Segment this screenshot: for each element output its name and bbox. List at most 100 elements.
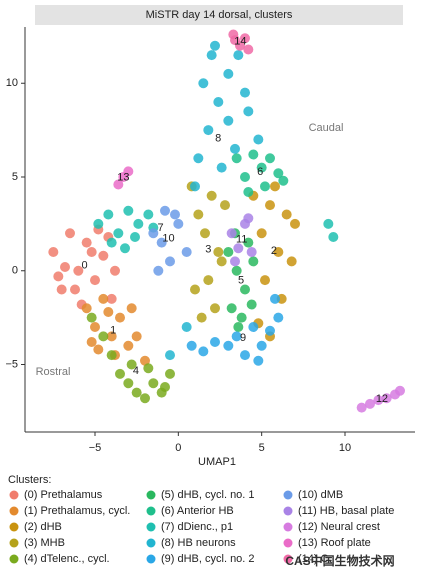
point [173,218,184,229]
point [265,153,275,164]
point [131,331,142,342]
point [260,275,270,286]
point [210,40,220,51]
point [233,50,244,61]
point [93,218,104,229]
point [228,29,239,40]
point [260,181,270,192]
point [365,398,375,409]
legend-label: (14) C [298,553,329,565]
point [123,340,134,351]
point [181,322,192,332]
cluster-label: 13 [117,172,129,184]
y-tick-label: 0 [12,265,18,277]
point [148,228,159,239]
point [243,213,254,224]
legend-swatch [283,490,293,500]
chart-title: MiSTR day 14 dorsal, clusters [146,9,293,21]
cluster-label: 10 [162,233,174,245]
point [223,68,234,79]
point [235,40,245,51]
point [328,232,339,242]
cluster-label: 5 [238,275,244,287]
point [230,256,240,267]
legend-swatch [283,506,293,516]
point [198,346,209,357]
legend-label: (7) dDienc., p1 [161,521,233,533]
point [243,237,254,248]
point [53,271,64,282]
point [160,382,170,392]
y-tick-label: 5 [12,171,18,183]
legend-label: (6) Anterior HB [161,505,234,517]
point [395,385,405,396]
point [93,344,104,355]
point [98,293,109,304]
point [213,97,224,107]
legend-swatch [9,490,19,500]
point [323,218,334,229]
point [231,153,242,164]
point [48,247,59,257]
point [86,312,97,323]
point [126,359,137,370]
legend-label: (3) MHB [24,537,65,549]
point [200,228,210,239]
point [126,303,137,314]
point [240,172,250,182]
annotation: Rostral [36,366,71,378]
legend-swatch [146,506,156,516]
point [103,209,114,220]
point [381,393,392,404]
legend-swatch [283,554,293,564]
legend-swatch [283,538,293,548]
point [140,355,150,366]
point [210,303,220,314]
point [273,168,284,179]
point [130,232,140,242]
cluster-label: 4 [133,365,139,377]
legend-swatch [146,554,156,564]
point [113,179,124,190]
x-tick-label: 10 [339,442,351,454]
point [106,237,117,248]
point [133,218,144,229]
point [243,187,254,197]
cluster-label: 1 [110,325,116,337]
x-tick-label: 5 [259,442,265,454]
legend-label: (1) Prethalamus, cycl. [24,505,130,517]
point [223,340,234,351]
point [106,293,117,304]
point [223,115,234,126]
point [240,33,250,44]
point [203,125,214,136]
point [223,247,234,257]
point [226,228,237,239]
point [248,149,259,160]
point [198,78,209,89]
point [98,331,109,342]
title-bar [35,5,403,25]
point [253,355,264,366]
point [60,262,70,272]
point [231,331,242,342]
legend-title: Clusters: [8,474,51,486]
legend-swatch [9,522,19,532]
point [220,200,230,211]
point [286,256,297,267]
point [270,181,280,192]
point [240,350,250,361]
x-axis-label: UMAP1 [198,456,236,468]
point [123,378,134,389]
legend-label: (2) dHB [24,521,62,533]
point [265,200,275,211]
point [356,402,367,413]
point [90,322,100,332]
point [253,134,264,145]
point [110,265,120,276]
legend-swatch [146,538,156,548]
point [203,275,214,286]
legend-swatch [146,522,156,532]
point [170,209,180,220]
point [156,237,167,248]
